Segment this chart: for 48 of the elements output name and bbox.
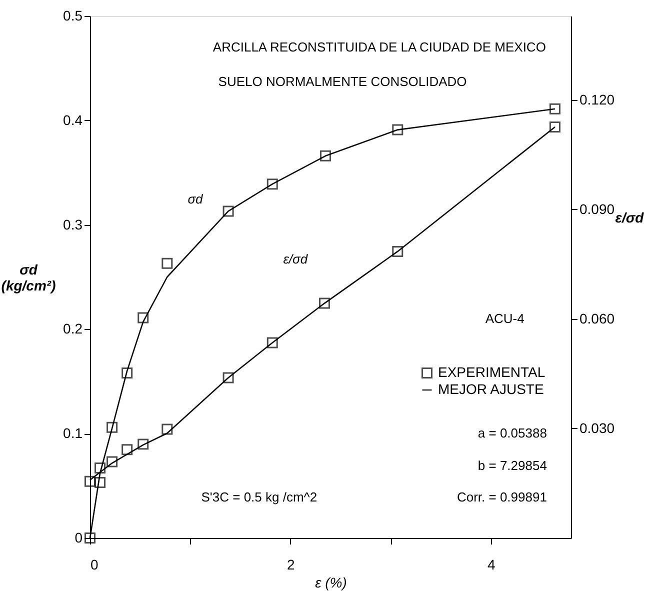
x-tick-label: 4 <box>487 556 496 572</box>
point <box>122 444 133 456</box>
annotation: ε/σd <box>283 251 308 266</box>
annotation: S'3C = 0.5 kg /cm^2 <box>201 489 318 504</box>
annotation: SUELO NORMALMENTE CONSOLIDADO <box>218 74 467 89</box>
y-tick-label: 0 <box>74 530 83 546</box>
y2-tick-label: 0.030 <box>580 420 615 436</box>
point <box>318 298 330 309</box>
annotation: σd <box>188 192 204 207</box>
y-tick-label: 0.2 <box>63 320 83 337</box>
point <box>549 121 560 132</box>
annotation: ACU-4 <box>485 310 524 326</box>
x-tick-label: 0 <box>90 556 98 572</box>
point <box>549 103 560 114</box>
y-axis-title: σd (kg/cm²) <box>1 262 56 294</box>
point <box>138 312 149 324</box>
point <box>222 206 234 217</box>
point <box>106 422 118 433</box>
point <box>94 477 106 488</box>
point <box>320 150 331 162</box>
point <box>392 124 404 136</box>
point <box>222 372 234 384</box>
point <box>162 424 173 435</box>
annotation: ARCILLA RECONSTITUIDA DE LA CIUDAD DE MEXICO <box>212 39 546 54</box>
annotation: Corr. = 0.99891 <box>456 489 547 504</box>
y2-tick-label: 0.120 <box>580 91 615 108</box>
y2-tick-label: 0.060 <box>580 310 615 326</box>
y-tick-label: 0.5 <box>63 8 83 24</box>
point <box>84 476 96 487</box>
legend-label: MEJOR AJUSTE <box>438 381 544 397</box>
annotation: b = 7.29854 <box>478 458 547 473</box>
y-tick-label: 0.1 <box>63 425 83 442</box>
point <box>266 178 278 190</box>
x-axis-title: ε (%) <box>315 574 347 590</box>
point <box>122 368 133 379</box>
annotation: a = 0.05388 <box>478 426 547 441</box>
point <box>266 337 278 348</box>
y-tick-label: 0.3 <box>63 216 83 232</box>
point <box>106 456 118 468</box>
y2-axis-title: ε/σd <box>615 209 644 226</box>
point <box>138 438 149 450</box>
y2-tick-label: 0.090 <box>580 200 615 217</box>
y-tick-label: 0.4 <box>63 112 83 128</box>
legend-label: EXPERIMENTAL <box>438 364 546 380</box>
point <box>94 462 106 474</box>
point <box>162 258 173 269</box>
point <box>392 246 404 257</box>
x-tick-label: 2 <box>287 556 296 572</box>
